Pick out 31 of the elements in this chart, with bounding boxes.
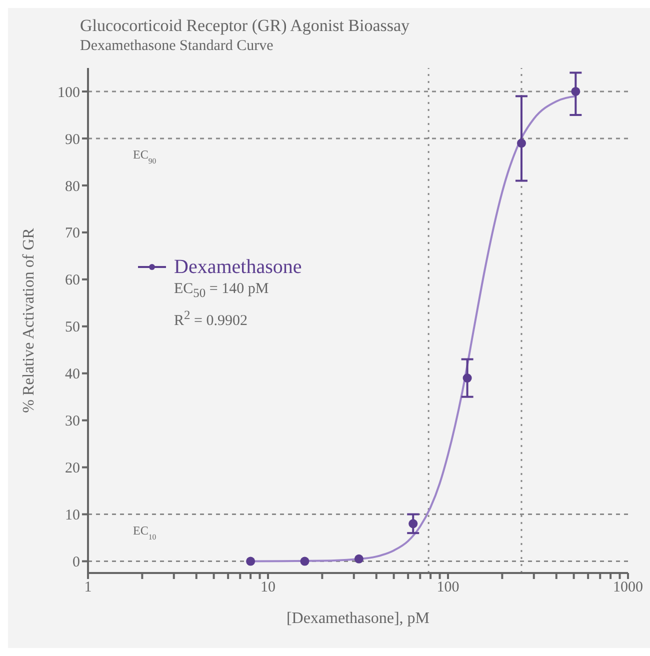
annotation: R$^{2}$ = 0.9902	[174, 308, 248, 329]
point	[300, 556, 310, 566]
x-tick-label: 1	[84, 580, 92, 596]
x-tick-label: 100	[436, 580, 460, 596]
point	[516, 138, 526, 148]
y-tick-label: 30	[65, 414, 80, 430]
chart-title: Glucocorticoid Receptor (GR) Agonist Bioassay	[80, 16, 410, 35]
point	[408, 519, 418, 528]
y-tick-label: 80	[65, 178, 80, 195]
chart-subtitle: Dexamethasone Standard Curve	[80, 38, 274, 54]
x-tick-label: 10	[260, 580, 276, 596]
point	[462, 374, 472, 383]
y-tick-label: 70	[65, 226, 80, 242]
y-axis-title: % Relative Activation of GR	[20, 228, 38, 413]
ref-line-label: EC$_{90}$	[133, 147, 156, 165]
x-axis-title: [Dexamethasone], pM	[286, 610, 430, 627]
y-tick-label: 100	[58, 84, 80, 101]
y-tick-label: 60	[65, 272, 80, 289]
ref-line-label: EC$_{10}$	[133, 523, 156, 541]
point	[571, 86, 580, 96]
annotation: EC$_{50}$ = 140 pM	[174, 281, 269, 300]
point	[354, 554, 364, 564]
point	[246, 556, 256, 566]
y-tick-label: 90	[65, 132, 80, 148]
legend-label: Dexamethasone	[174, 256, 302, 278]
y-tick-label: 0	[72, 554, 80, 571]
y-tick-label: 40	[65, 366, 80, 383]
y-tick-label: 10	[65, 508, 80, 524]
y-tick-label: 20	[65, 460, 80, 477]
y-tick-label: 50	[65, 320, 80, 336]
x-tick-label: 1000	[613, 580, 643, 596]
